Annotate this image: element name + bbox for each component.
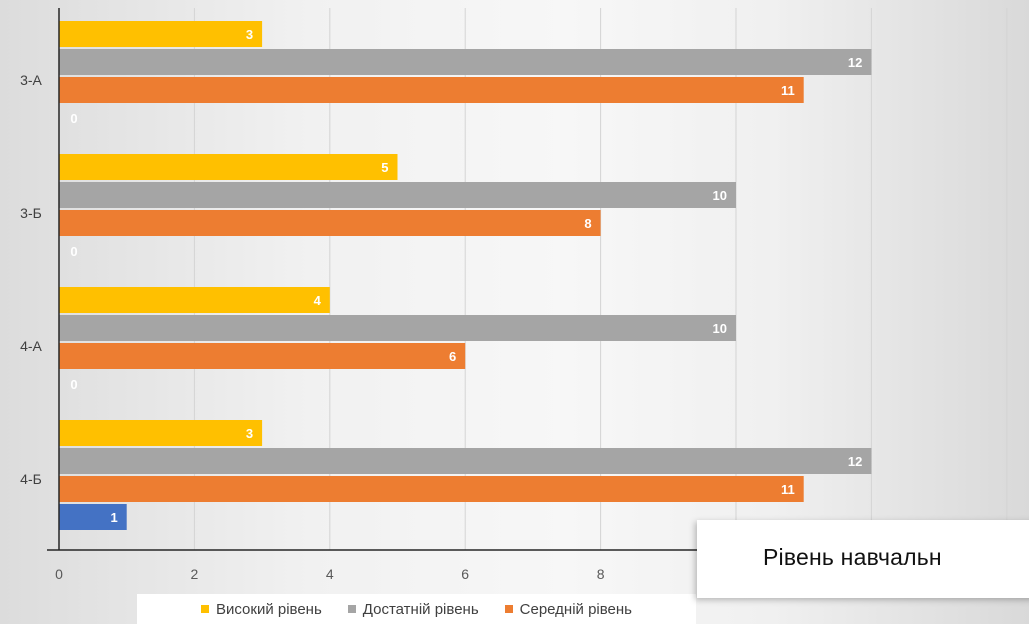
x-tick-label: 2 bbox=[191, 566, 199, 582]
legend-swatch-sufficient bbox=[347, 605, 356, 613]
data-label: 0 bbox=[70, 111, 77, 126]
data-label: 6 bbox=[449, 349, 456, 364]
bar bbox=[59, 504, 127, 530]
x-tick-label: 0 bbox=[55, 566, 63, 582]
data-label: 8 bbox=[584, 216, 591, 231]
category-label: 3-Б bbox=[20, 205, 42, 221]
bar bbox=[59, 315, 736, 341]
data-label: 1 bbox=[110, 510, 117, 525]
x-tick-label: 6 bbox=[461, 566, 469, 582]
legend-swatch-medium bbox=[504, 605, 513, 613]
data-label: 3 bbox=[246, 426, 253, 441]
legend-item-high: Високий рівень bbox=[200, 600, 322, 618]
x-tick-label: 4 bbox=[326, 566, 334, 582]
data-label: 0 bbox=[70, 377, 77, 392]
data-label: 11 bbox=[781, 482, 795, 497]
category-label: 3-А bbox=[20, 72, 42, 88]
bar bbox=[59, 420, 263, 446]
legend-label-sufficient: Достатній рівень bbox=[362, 600, 479, 618]
data-label: 3 bbox=[246, 27, 253, 42]
bar bbox=[59, 448, 872, 474]
bar bbox=[59, 21, 263, 47]
bar bbox=[59, 182, 736, 208]
legend-swatch-high bbox=[200, 605, 209, 613]
data-label: 4 bbox=[314, 293, 322, 308]
data-label: 10 bbox=[713, 188, 727, 203]
bar bbox=[59, 343, 466, 369]
category-label: 4-Б bbox=[20, 471, 42, 487]
legend-label-medium: Середній рівень bbox=[519, 600, 633, 618]
bar bbox=[59, 154, 398, 180]
data-label: 11 bbox=[781, 83, 795, 98]
data-label: 5 bbox=[381, 160, 388, 175]
data-label: 0 bbox=[70, 244, 77, 259]
bar bbox=[59, 210, 601, 236]
legend-item-medium: Середній рівень bbox=[504, 600, 633, 618]
bar bbox=[59, 476, 804, 502]
legend-label-high: Високий рівень bbox=[215, 600, 322, 618]
bar bbox=[59, 287, 330, 313]
data-label: 12 bbox=[848, 454, 862, 469]
bar bbox=[59, 77, 804, 103]
legend-item-sufficient: Достатній рівень bbox=[347, 600, 479, 618]
category-labels: 3-А 3-Б 4-А 4-Б bbox=[20, 72, 42, 487]
data-label: 10 bbox=[713, 321, 727, 336]
bars bbox=[59, 21, 872, 530]
data-label: 12 bbox=[848, 55, 862, 70]
chart-title-box: Рівень навчальн bbox=[697, 520, 1029, 598]
x-tick-label: 8 bbox=[597, 566, 605, 582]
x-tick-labels: 0 2 4 6 8 bbox=[55, 566, 605, 582]
legend: Високий рівень Достатній рівень Середній… bbox=[137, 594, 696, 624]
bar bbox=[59, 49, 872, 75]
category-label: 4-А bbox=[20, 338, 42, 354]
chart-title: Рівень навчальн bbox=[763, 544, 942, 570]
